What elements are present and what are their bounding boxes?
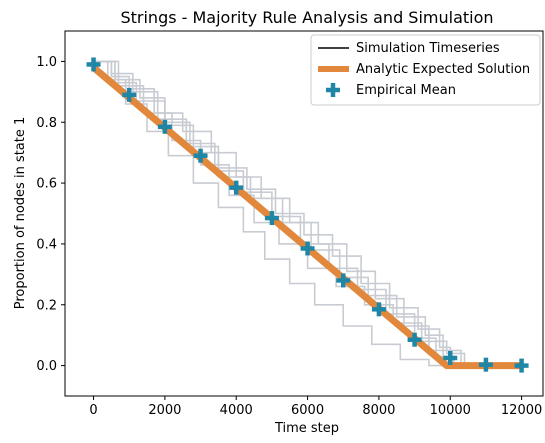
simulation-run-6 [93, 60, 522, 367]
empirical-mean-point [478, 357, 493, 372]
x-axis-ticks: 0 2000 4000 6000 8000 10000 12000 [89, 396, 542, 418]
simulation-run-3 [93, 60, 522, 367]
empirical-mean-point [122, 87, 137, 102]
empirical-mean-point [86, 57, 101, 72]
y-axis-label: Proportion of nodes in state 1 [13, 117, 28, 310]
analytic-solution-line [91, 64, 522, 370]
x-tick-label: 4000 [220, 403, 253, 418]
legend-mean-swatch [326, 83, 340, 97]
empirical-mean-point [336, 273, 351, 288]
x-tick-label: 0 [89, 403, 97, 418]
empirical-mean-point [229, 180, 244, 195]
x-axis-label: Time step [274, 421, 339, 436]
empirical-mean-point [264, 211, 279, 226]
empirical-mean-markers [86, 57, 529, 373]
analytic-solution [91, 64, 522, 370]
x-tick-label: 10000 [430, 403, 471, 418]
legend-mean-label: Empirical Mean [356, 83, 456, 98]
simulation-run-4 [93, 60, 522, 367]
x-tick-label: 2000 [148, 403, 181, 418]
legend-analytic-label: Analytic Expected Solution [356, 62, 530, 77]
empirical-mean-point [300, 241, 315, 256]
chart-title: Strings - Majority Rule Analysis and Sim… [120, 8, 493, 27]
simulation-runs [93, 60, 522, 367]
empirical-mean-point [157, 119, 172, 134]
plot-frame [64, 30, 544, 397]
legend-simulation-label: Simulation Timeseries [356, 41, 500, 56]
x-tick-label: 6000 [291, 403, 324, 418]
y-tick-label: 1.0 [36, 55, 57, 70]
empirical-mean-point [514, 358, 529, 373]
empirical-mean-point [407, 332, 422, 347]
y-tick-label: 0.0 [36, 359, 57, 374]
y-axis-ticks: 0.0 0.2 0.4 0.6 0.8 1.0 [36, 55, 65, 374]
y-tick-label: 0.4 [36, 237, 57, 252]
legend: Simulation Timeseries Analytic Expected … [310, 34, 541, 106]
y-tick-label: 0.6 [36, 177, 57, 192]
y-tick-label: 0.2 [36, 298, 57, 313]
legend-box [310, 34, 541, 106]
empirical-mean-point [193, 148, 208, 163]
x-tick-label: 8000 [362, 403, 395, 418]
empirical-mean-point [443, 350, 458, 365]
x-tick-label: 12000 [501, 403, 542, 418]
y-tick-label: 0.8 [36, 116, 57, 131]
empirical-mean-point [371, 302, 386, 317]
simulation-run-5 [93, 60, 522, 367]
